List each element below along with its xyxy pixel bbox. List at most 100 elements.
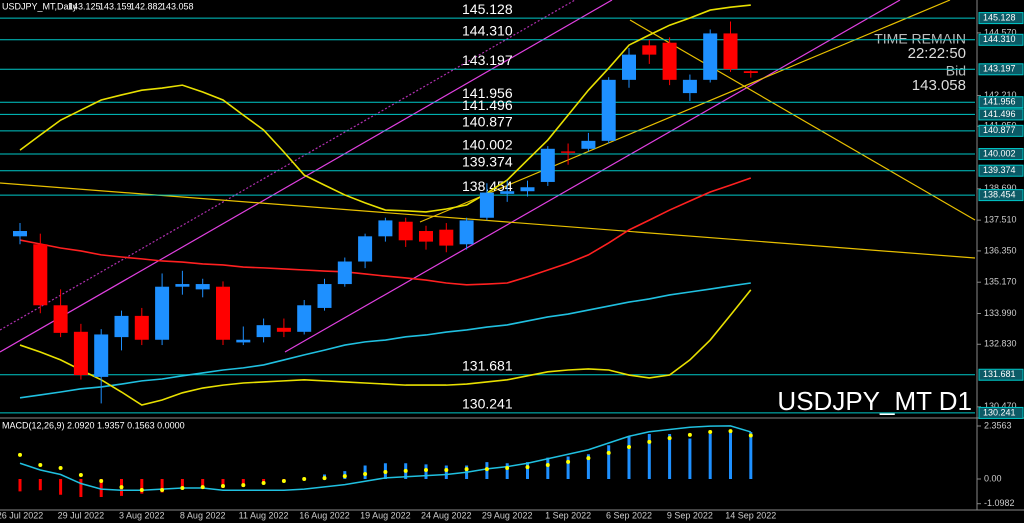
signal-dot xyxy=(444,468,449,473)
signal-dot xyxy=(261,481,266,486)
x-tick-label: 9 Sep 2022 xyxy=(667,510,713,520)
level-box xyxy=(978,33,1024,46)
candle-body xyxy=(53,305,68,333)
x-tick-label: 24 Aug 2022 xyxy=(421,510,472,520)
candle-body xyxy=(703,33,718,80)
level-box-label: 139.374 xyxy=(983,165,1016,175)
candle-body xyxy=(581,140,596,149)
y-tick-label: 133.990 xyxy=(984,308,1017,318)
candle-body xyxy=(256,325,271,338)
signal-dot xyxy=(627,445,631,450)
candle-body xyxy=(419,231,433,242)
macd-title: MACD(12,26,9) 2.0920 1.9357 0.1563 0.000… xyxy=(2,420,185,430)
candle-body xyxy=(195,284,210,290)
signal-dot xyxy=(383,470,388,475)
overlay-line xyxy=(19,282,751,399)
level-label: 145.128 xyxy=(462,1,513,17)
candle-body xyxy=(297,305,312,332)
level-label: 131.681 xyxy=(462,357,513,373)
histogram-bar xyxy=(647,434,651,480)
level-label: 141.496 xyxy=(462,97,513,113)
trend-line xyxy=(419,0,951,223)
signal-dot xyxy=(342,474,347,479)
trend-lines xyxy=(0,0,976,353)
signal-dot xyxy=(58,465,63,470)
level-label: 130.241 xyxy=(462,396,513,412)
candle-body xyxy=(236,339,251,343)
overlay-line xyxy=(19,4,751,213)
level-box xyxy=(978,63,1024,76)
header-low: 142.882 xyxy=(130,1,163,11)
histogram-bar xyxy=(546,457,550,480)
header-open: 143.125 xyxy=(68,1,101,11)
level-box-label: 141.956 xyxy=(983,97,1016,107)
signal-dot xyxy=(139,488,144,493)
histogram-bar xyxy=(688,438,692,480)
chart-title: USDJPY_MT,Daily xyxy=(2,1,78,11)
candle-body xyxy=(33,244,48,306)
candle-body xyxy=(358,236,373,262)
candle-body xyxy=(561,151,576,153)
signal-dot xyxy=(667,436,672,441)
time-label: TIME REMAIN xyxy=(874,31,966,47)
signal-dot xyxy=(363,472,368,477)
signal-dot xyxy=(586,456,591,461)
signal-dot xyxy=(18,452,22,457)
candle-body xyxy=(378,220,393,237)
signal-dot xyxy=(566,459,571,464)
histogram-bar xyxy=(729,431,732,480)
x-tick-label: 3 Aug 2022 xyxy=(119,510,165,520)
histogram-bar xyxy=(668,434,672,480)
histogram-bar xyxy=(201,479,205,487)
signal-dot xyxy=(424,468,428,473)
header-close: 143.058 xyxy=(161,1,194,11)
x-tick-label: 29 Aug 2022 xyxy=(482,510,533,520)
header-high: 143.159 xyxy=(99,1,132,11)
signal-dot xyxy=(505,465,510,470)
level-box-label: 141.496 xyxy=(983,109,1016,119)
level-box-label: 144.310 xyxy=(983,34,1016,44)
candle-body xyxy=(114,315,129,338)
signal-dot xyxy=(302,477,307,482)
signal-dot xyxy=(647,439,652,444)
signal-dot xyxy=(748,433,753,438)
candle-body xyxy=(276,327,291,332)
y-tick-label: 0.00 xyxy=(984,473,1002,483)
candle-body xyxy=(175,284,190,287)
histogram-bar xyxy=(627,436,631,480)
signal-dot xyxy=(78,472,83,477)
histogram-bar xyxy=(59,479,63,495)
candle-body xyxy=(459,220,474,245)
histogram-bar xyxy=(79,479,83,497)
histogram-bar xyxy=(586,454,590,480)
level-box xyxy=(978,368,1024,381)
signal-dot xyxy=(606,450,611,455)
level-box xyxy=(978,96,1024,109)
x-tick-label: 29 Jul 2022 xyxy=(58,510,105,520)
time: 22:22:50 xyxy=(908,45,966,62)
level-label: 140.877 xyxy=(462,114,513,130)
bid-label: Bid xyxy=(946,63,966,79)
y-tick-label: -1.0982 xyxy=(984,498,1015,508)
trend-line xyxy=(284,0,901,353)
y-tick-label: 130.470 xyxy=(984,401,1017,411)
candle-body xyxy=(520,187,535,192)
level-box xyxy=(978,12,1024,25)
bid: 143.058 xyxy=(912,77,966,94)
level-box-label: 140.877 xyxy=(983,125,1016,135)
signal-dot xyxy=(687,432,692,437)
candle-body xyxy=(601,79,616,141)
x-tick-label: 8 Aug 2022 xyxy=(180,510,226,520)
level-box-label: 138.454 xyxy=(983,189,1016,199)
signal-dot xyxy=(241,483,246,488)
candle-body xyxy=(134,315,149,340)
histogram-bar xyxy=(221,479,225,489)
histogram-bar xyxy=(505,463,509,480)
histogram-bar xyxy=(99,479,103,497)
candle-body xyxy=(439,229,454,246)
signal-dot xyxy=(708,429,713,434)
candle-body xyxy=(743,71,758,73)
level-label: 141.956 xyxy=(462,85,513,101)
